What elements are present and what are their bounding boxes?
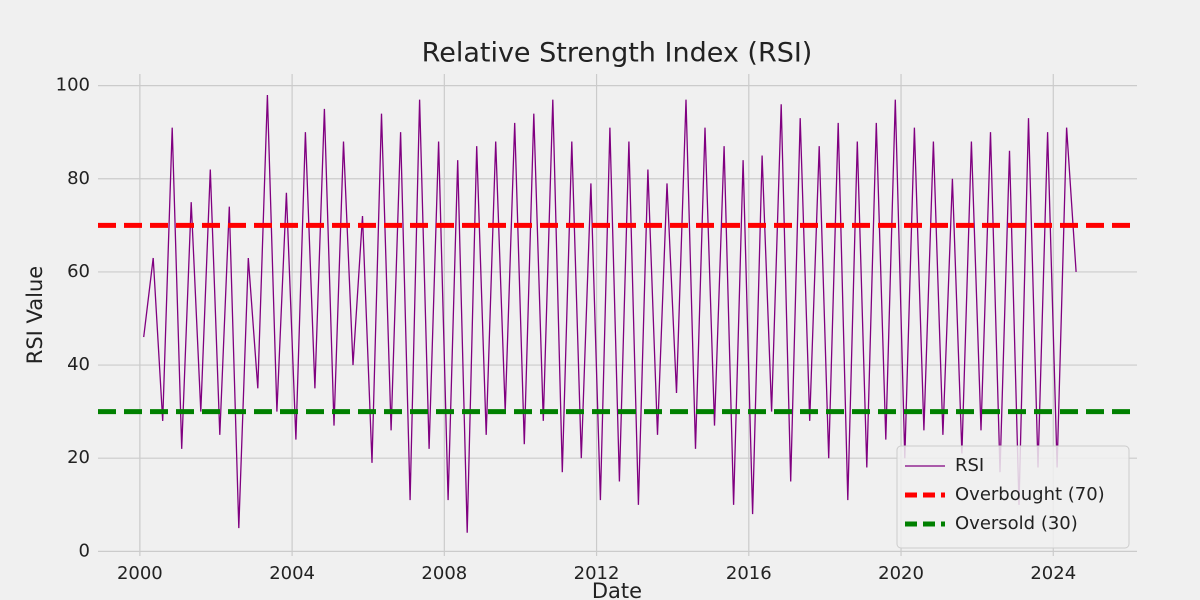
x-tick-label: 2008 — [421, 563, 467, 584]
y-tick-label: 20 — [67, 447, 90, 468]
x-axis-label: Date — [592, 579, 642, 600]
y-tick-label: 40 — [67, 354, 90, 375]
x-tick-label: 2012 — [574, 563, 620, 584]
y-tick-label: 80 — [67, 168, 90, 189]
y-tick-label: 0 — [79, 540, 90, 561]
legend-label: Oversold (30) — [955, 513, 1078, 534]
legend-box — [896, 445, 1130, 549]
y-tick-label: 100 — [56, 75, 90, 96]
x-tick-label: 2016 — [726, 563, 772, 584]
y-axis-label: RSI Value — [23, 266, 47, 364]
y-tick-label: 60 — [67, 261, 90, 282]
rsi-line — [143, 94, 1077, 533]
legend-label: Overbought (70) — [955, 484, 1105, 505]
legend-label: RSI — [955, 455, 984, 476]
legend: RSI Overbought (70) Oversold (30) — [896, 445, 1130, 549]
x-tick-label: 2024 — [1030, 563, 1076, 584]
chart-title: Relative Strength Index (RSI) — [422, 38, 813, 69]
x-tick-label: 2020 — [878, 563, 924, 584]
x-tick-label: 2004 — [269, 563, 315, 584]
x-tick-label: 2000 — [117, 563, 163, 584]
